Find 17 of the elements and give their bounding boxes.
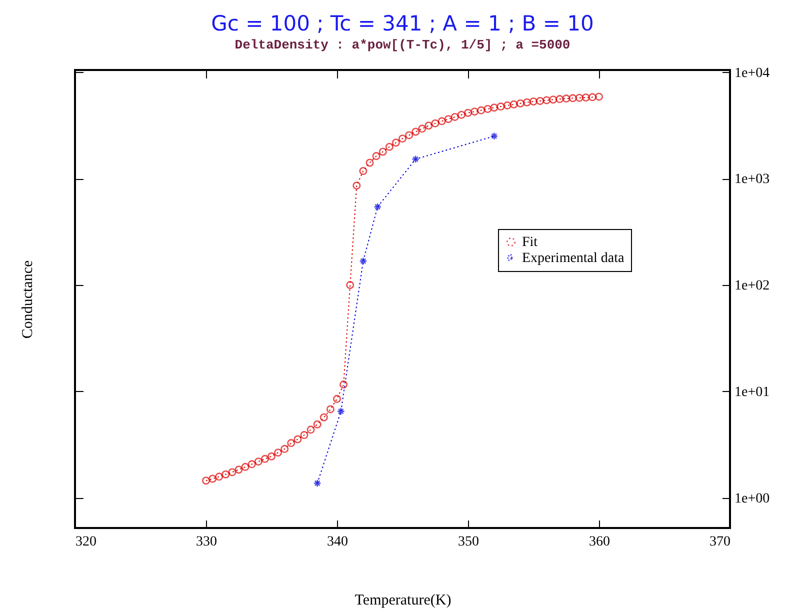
x-tick-label: 370 bbox=[710, 534, 730, 550]
y-tick-label: 1e+03 bbox=[734, 172, 770, 188]
x-tick-label: 320 bbox=[76, 534, 96, 550]
x-tick-label: 360 bbox=[589, 534, 610, 550]
chart-title: Gc = 100 ; Tc = 341 ; A = 1 ; B = 10 bbox=[211, 11, 594, 36]
y-tick-label: 1e+01 bbox=[734, 384, 770, 400]
x-tick-label: 330 bbox=[196, 534, 217, 550]
legend-label: Experimental data bbox=[522, 251, 626, 266]
x-tick-label: 350 bbox=[458, 534, 479, 550]
y-tick-label: 1e+00 bbox=[734, 491, 770, 506]
x-axis-title: Temperature(K) bbox=[354, 592, 452, 608]
x-tick-label: 340 bbox=[327, 534, 348, 550]
chart-subtitle: DeltaDensity : a*pow[(T-Tc), 1/5] ; a =5000 bbox=[234, 37, 570, 52]
y-tick-label: 1e+02 bbox=[734, 278, 770, 294]
legend-label: Fit bbox=[522, 235, 538, 250]
y-tick-label: 1e+04 bbox=[734, 66, 770, 81]
y-axis-title: Conductance bbox=[20, 260, 36, 339]
